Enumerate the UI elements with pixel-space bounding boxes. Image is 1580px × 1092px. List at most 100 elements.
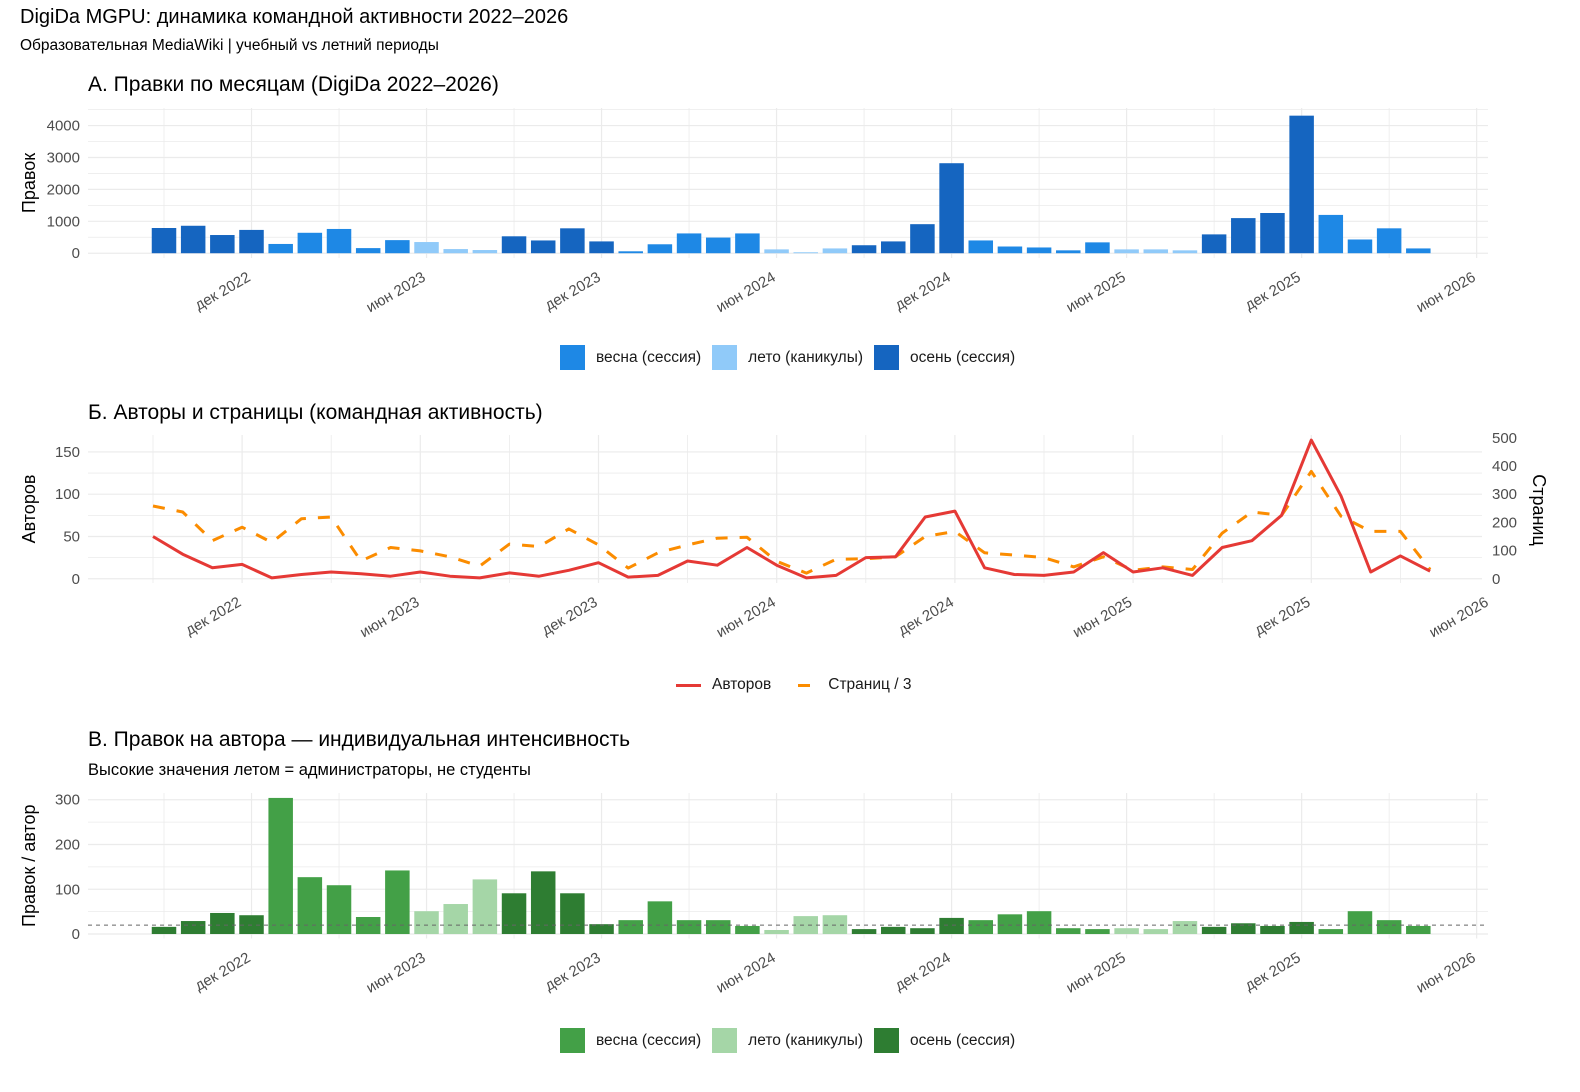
authors-line bbox=[152, 438, 1431, 580]
y2-tick-label: 200 bbox=[1492, 514, 1517, 531]
x-tick-label: июн 2025 bbox=[1063, 269, 1128, 316]
bar bbox=[910, 224, 935, 254]
x-tick-label: июн 2023 bbox=[363, 949, 428, 996]
bar bbox=[735, 925, 760, 935]
bar bbox=[268, 797, 293, 935]
bar bbox=[1231, 923, 1256, 935]
y-tick-label: 0 bbox=[72, 926, 80, 943]
bar bbox=[501, 236, 527, 254]
panel-b-title: Б. Авторы и страницы (командная активнос… bbox=[88, 401, 543, 424]
bar bbox=[1289, 921, 1314, 935]
x-tick-label: июн 2025 bbox=[1070, 594, 1135, 641]
bar bbox=[676, 233, 702, 254]
main-subtitle: Образовательная MediaWiki | учебный vs л… bbox=[20, 37, 439, 54]
bar bbox=[939, 163, 964, 254]
bar bbox=[472, 879, 498, 935]
bar bbox=[676, 920, 702, 935]
x-tick-label: июн 2024 bbox=[714, 594, 779, 641]
legend-item-summer: лето (каникулы) bbox=[712, 1028, 863, 1053]
bar bbox=[530, 240, 556, 254]
bar bbox=[239, 229, 264, 254]
bar bbox=[968, 920, 994, 935]
bar bbox=[997, 246, 1023, 254]
bar bbox=[1085, 242, 1110, 254]
bar bbox=[1143, 249, 1169, 254]
bar bbox=[618, 920, 643, 935]
x-tick-label: июн 2026 bbox=[1413, 949, 1478, 996]
legend-label-spring: весна (сессия) bbox=[596, 348, 702, 366]
x-tick-label: дек 2025 bbox=[1242, 949, 1304, 994]
legend-item-pages: Страниц / 3 bbox=[792, 676, 911, 694]
legend-key-pages bbox=[798, 683, 811, 687]
y-axis-title: Авторов bbox=[19, 475, 39, 544]
legend-key-summer bbox=[712, 1028, 738, 1053]
x-tick-label: дек 2024 bbox=[892, 269, 954, 314]
bar bbox=[589, 241, 614, 254]
bar bbox=[1376, 228, 1402, 254]
bar bbox=[1056, 928, 1081, 935]
bar bbox=[385, 240, 410, 254]
bar bbox=[151, 228, 177, 254]
bar bbox=[1318, 929, 1344, 935]
y-tick-label: 150 bbox=[55, 444, 80, 461]
x-tick-label: июн 2026 bbox=[1413, 269, 1478, 316]
x-tick-label: дек 2023 bbox=[539, 594, 601, 639]
bar bbox=[647, 244, 673, 254]
y-tick-label: 3000 bbox=[47, 149, 80, 166]
bar bbox=[414, 911, 439, 935]
panel-a-chart: 0 1000 2000 3000 4000 дек 2022 июн 2023 дек 202… bbox=[19, 108, 1488, 316]
legend-label-pages: Страниц / 3 bbox=[828, 676, 912, 693]
panel-b-legend: Авторов Страниц / 3 bbox=[676, 676, 922, 694]
y-tick-label: 50 bbox=[63, 528, 80, 545]
x-tick-label: дек 2022 bbox=[192, 269, 254, 314]
x-tick-label: июн 2024 bbox=[713, 949, 778, 996]
bar bbox=[443, 249, 468, 254]
x-tick-label: дек 2022 bbox=[192, 949, 254, 994]
bar bbox=[1026, 911, 1052, 935]
y-tick-label: 300 bbox=[55, 792, 80, 809]
legend-item-spring: весна (сессия) bbox=[560, 1028, 701, 1053]
bar bbox=[1260, 213, 1285, 254]
y-tick-label: 100 bbox=[55, 486, 80, 503]
bar bbox=[1114, 928, 1139, 935]
bar bbox=[881, 926, 906, 935]
legend-label-summer: лето (каникулы) bbox=[748, 1031, 864, 1049]
bar bbox=[910, 928, 935, 935]
y2-tick-label: 300 bbox=[1492, 486, 1517, 503]
bar bbox=[939, 917, 964, 935]
legend-key-authors bbox=[676, 683, 701, 687]
y2-tick-label: 400 bbox=[1492, 458, 1517, 475]
bar bbox=[793, 252, 818, 254]
bar bbox=[822, 248, 848, 254]
legend-label-autumn: осень (сессия) bbox=[910, 348, 1016, 366]
x-tick-label: июн 2026 bbox=[1426, 594, 1491, 641]
x-tick-label: дек 2024 bbox=[892, 949, 954, 994]
bar bbox=[355, 248, 381, 254]
bar bbox=[297, 877, 323, 935]
bar bbox=[1201, 234, 1227, 254]
bar bbox=[443, 904, 468, 935]
bar bbox=[472, 250, 498, 254]
y-tick-label: 1000 bbox=[47, 213, 80, 230]
legend-key-spring bbox=[560, 1028, 585, 1053]
panel-c-subtitle: Высокие значения летом = администраторы,… bbox=[88, 761, 531, 779]
legend-key-autumn bbox=[874, 1028, 900, 1053]
y2-tick-label: 0 bbox=[1492, 571, 1500, 588]
bar bbox=[1406, 925, 1431, 935]
bar bbox=[501, 893, 527, 935]
y-tick-label: 0 bbox=[72, 571, 80, 588]
y2-axis-title: Страниц bbox=[1529, 474, 1549, 546]
panel-c-title: В. Правок на автора — индивидуальная инт… bbox=[88, 728, 631, 751]
legend-item-summer: лето (каникулы) bbox=[712, 345, 863, 370]
x-tick-label: дек 2024 bbox=[895, 594, 957, 639]
bar bbox=[180, 921, 206, 935]
panel-c-legend: весна (сессия) лето (каникулы) осень (се… bbox=[560, 1028, 1026, 1053]
bar bbox=[764, 929, 789, 935]
bar bbox=[1172, 250, 1198, 254]
x-tick-label: дек 2025 bbox=[1242, 269, 1304, 314]
bar bbox=[647, 901, 673, 935]
y2-tick-label: 100 bbox=[1492, 543, 1517, 560]
legend-label-authors: Авторов bbox=[712, 676, 772, 693]
legend-key-summer bbox=[712, 345, 738, 370]
legend-label-summer: лето (каникулы) bbox=[748, 348, 864, 366]
